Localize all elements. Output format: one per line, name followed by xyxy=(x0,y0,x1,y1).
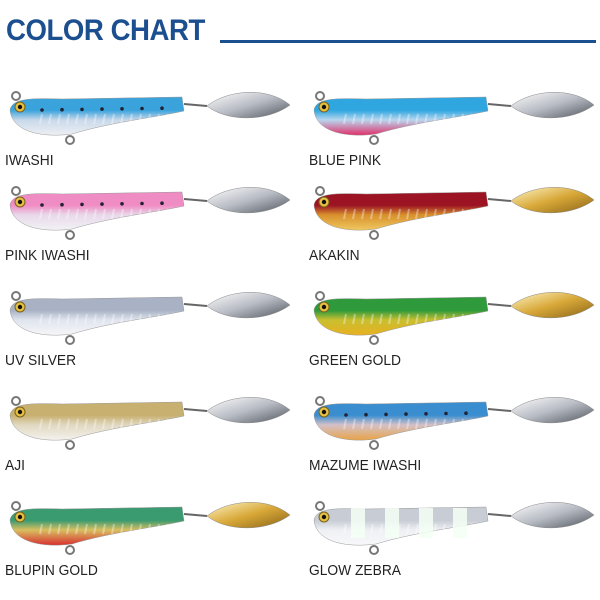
swivel xyxy=(183,303,208,307)
blade-silver xyxy=(206,292,291,319)
lure-body xyxy=(9,186,185,240)
color-item: IWASHI xyxy=(2,88,302,193)
lure-body xyxy=(313,91,489,145)
lure-image xyxy=(9,91,291,145)
swivel xyxy=(487,103,512,107)
lure-image xyxy=(313,501,595,555)
page-title: COLOR CHART xyxy=(6,14,205,47)
lure-body xyxy=(9,91,185,145)
lure-body xyxy=(313,186,489,240)
color-name: MAZUME IWASHI xyxy=(309,457,422,474)
lure-image xyxy=(313,291,595,345)
color-name: BLUPIN GOLD xyxy=(5,562,98,579)
lure-body xyxy=(9,291,185,345)
swivel xyxy=(487,198,512,202)
color-item: GLOW ZEBRA xyxy=(306,498,600,600)
swivel xyxy=(487,513,512,517)
lure-body xyxy=(9,396,185,450)
lure-image xyxy=(9,186,291,240)
color-name: UV SILVER xyxy=(5,352,77,369)
swivel xyxy=(183,408,208,412)
blade-silver xyxy=(510,502,595,529)
color-item: BLUPIN GOLD xyxy=(2,498,302,600)
color-item: GREEN GOLD xyxy=(306,288,600,393)
blade-gold xyxy=(510,187,595,214)
color-name: GREEN GOLD xyxy=(309,352,402,369)
lure-image xyxy=(313,396,595,450)
color-name: GLOW ZEBRA xyxy=(309,562,402,579)
swivel xyxy=(487,408,512,412)
swivel xyxy=(183,513,208,517)
color-item: AKAKIN xyxy=(306,183,600,288)
lure-image xyxy=(313,91,595,145)
lure-image xyxy=(313,186,595,240)
blade-silver xyxy=(510,397,595,424)
lure-image xyxy=(9,501,291,555)
color-name: BLUE PINK xyxy=(309,152,382,169)
color-item: MAZUME IWASHI xyxy=(306,393,600,498)
blade-silver xyxy=(206,397,291,424)
blade-silver xyxy=(206,187,291,214)
blade-gold xyxy=(206,502,291,529)
title-underline xyxy=(220,40,596,43)
swivel xyxy=(183,198,208,202)
color-name: AKAKIN xyxy=(309,247,360,264)
lure-body xyxy=(9,501,185,555)
blade-gold xyxy=(510,292,595,319)
color-name: AJI xyxy=(5,457,25,474)
color-item: AJI xyxy=(2,393,302,498)
color-name: PINK IWASHI xyxy=(5,247,90,264)
lure-image xyxy=(9,291,291,345)
lure-body xyxy=(313,396,489,450)
lure-image xyxy=(9,396,291,450)
blade-silver xyxy=(510,92,595,119)
color-item: UV SILVER xyxy=(2,288,302,393)
swivel xyxy=(487,303,512,307)
blade-silver xyxy=(206,92,291,119)
lure-body xyxy=(313,501,489,555)
lure-body xyxy=(313,291,489,345)
color-name: IWASHI xyxy=(5,152,54,169)
color-item: PINK IWASHI xyxy=(2,183,302,288)
color-item: BLUE PINK xyxy=(306,88,600,193)
swivel xyxy=(183,103,208,107)
